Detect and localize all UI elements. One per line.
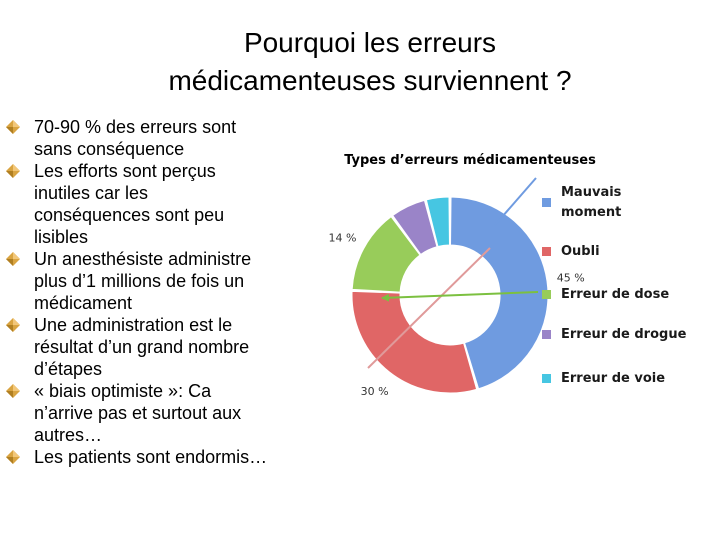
bullet-text-line: d’étapes bbox=[34, 359, 103, 379]
bullet-text-line: Une administration est le bbox=[34, 315, 233, 335]
chart-title: Types d’erreurs médicamenteuses bbox=[344, 153, 596, 168]
bullet-text-line: Les efforts sont perçus bbox=[34, 161, 216, 181]
legend-label: Mauvais bbox=[561, 185, 622, 200]
doughnut-slice-oubli bbox=[351, 290, 478, 394]
bullet-text-line: Les patients sont endormis… bbox=[34, 447, 268, 467]
diamond-bullet-icon bbox=[6, 450, 20, 464]
diamond-bullet-icon bbox=[6, 318, 20, 332]
bullet-item: Un anesthésiste administre plus d’1 milli… bbox=[6, 248, 326, 314]
legend-label: Erreur de voie bbox=[561, 371, 665, 386]
bullet-text-line: sans conséquence bbox=[34, 139, 185, 159]
bullet-text-line: n’arrive pas et surtout aux bbox=[34, 403, 242, 423]
bullet-text-line: autres… bbox=[34, 425, 103, 445]
doughnut-chart: Types d’erreurs médicamenteuses 45 % 30 %… bbox=[320, 130, 710, 460]
bullet-text-line: lisibles bbox=[34, 227, 89, 247]
legend-swatch bbox=[542, 374, 551, 383]
legend-label: Oubli bbox=[561, 244, 600, 259]
diamond-bullet-icon bbox=[6, 164, 20, 178]
data-label: 14 % bbox=[328, 231, 356, 244]
bullet-list: 70-90 % des erreurs sont sans conséquence… bbox=[6, 116, 326, 468]
legend-swatch bbox=[542, 330, 551, 339]
diamond-bullet-icon bbox=[6, 120, 20, 134]
legend-swatch bbox=[542, 290, 551, 299]
bullet-item: Les patients sont endormis… bbox=[6, 446, 326, 468]
annotation-arrow-green bbox=[381, 291, 539, 302]
doughnut-slice-mauvais-moment bbox=[450, 196, 549, 390]
doughnut-slice-erreur-de-voie bbox=[425, 196, 450, 248]
bullet-text-line: inutiles car les bbox=[34, 183, 149, 203]
legend-label: Erreur de drogue bbox=[561, 327, 687, 342]
diamond-bullet-icon bbox=[6, 252, 20, 266]
doughnut-slice-erreur-de-dose bbox=[351, 215, 421, 293]
legend-label: Erreur de dose bbox=[561, 287, 669, 302]
doughnut-slice-erreur-de-drogue bbox=[392, 199, 438, 256]
bullet-item: Les efforts sont perçus inutiles car les c… bbox=[6, 160, 326, 248]
bullet-text-line: résultat d’un grand nombre bbox=[34, 337, 250, 357]
annotation-line-blue bbox=[494, 177, 537, 226]
legend-swatch bbox=[542, 247, 551, 256]
legend-swatch bbox=[542, 198, 551, 207]
data-label: 45 % bbox=[557, 272, 585, 285]
bullet-item: « biais optimiste »: Ca n’arrive pas et s… bbox=[6, 380, 326, 446]
bullet-text-line: Un anesthésiste administre bbox=[34, 249, 252, 269]
annotation-line-pink bbox=[367, 247, 491, 369]
slide-title-line-2: médicamenteuses surviennent ? bbox=[168, 65, 572, 96]
diamond-bullet-icon bbox=[6, 384, 20, 398]
legend-label: moment bbox=[561, 205, 621, 220]
bullet-text-line: conséquences sont peu bbox=[34, 205, 225, 225]
bullet-text-line: 70-90 % des erreurs sont bbox=[34, 117, 237, 137]
slide-title-line-1: Pourquoi les erreurs bbox=[243, 27, 497, 58]
bullet-item: Une administration est le résultat d’un g… bbox=[6, 314, 326, 380]
slide-title: Pourquoi les erreurs médicamenteuses sur… bbox=[60, 24, 680, 100]
bullet-text-line: plus d’1 millions de fois un bbox=[34, 271, 245, 291]
data-label: 30 % bbox=[361, 385, 389, 398]
bullet-text-line: médicament bbox=[34, 293, 133, 313]
bullet-item: 70-90 % des erreurs sont sans conséquence bbox=[6, 116, 326, 160]
bullet-text-line: « biais optimiste »: Ca bbox=[34, 381, 212, 401]
chart-svg: Types d’erreurs médicamenteuses 45 % 30 %… bbox=[328, 153, 687, 398]
